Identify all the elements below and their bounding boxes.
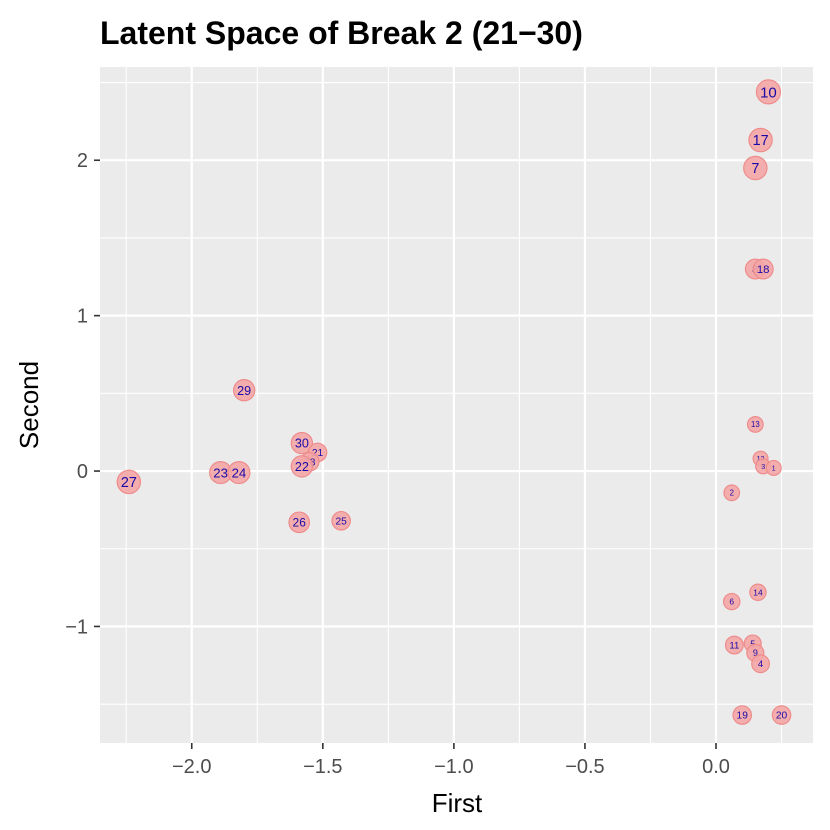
data-point-label: 30 <box>295 437 309 451</box>
data-point-label: 22 <box>295 460 309 474</box>
data-point <box>227 461 251 485</box>
y-tick-label: 1 <box>77 306 88 328</box>
x-tick-label: −2.0 <box>172 756 211 778</box>
data-point <box>748 127 773 153</box>
data-point-label: 18 <box>757 264 770 276</box>
data-point-label: 21 <box>312 448 324 459</box>
data-point <box>732 705 753 725</box>
data-point-label: 1 <box>772 464 776 473</box>
data-point-label: 5 <box>750 639 755 649</box>
data-point-label: 26 <box>293 516 307 530</box>
data-point-label: 9 <box>753 648 758 658</box>
data-point-label: 25 <box>335 516 347 527</box>
data-point-label: 17 <box>753 133 769 149</box>
x-tick-label: −1.0 <box>434 756 473 778</box>
data-point-label: 6 <box>729 597 734 607</box>
x-tick-label: 0.0 <box>702 756 730 778</box>
data-point-label: 10 <box>760 84 777 101</box>
data-point-label: 2 <box>730 489 734 498</box>
data-point <box>752 258 774 280</box>
grid-major <box>100 67 813 743</box>
data-point-label: 20 <box>776 711 788 722</box>
data-point-label: 4 <box>758 659 764 670</box>
y-axis-title: Second <box>14 361 44 449</box>
plot-panel <box>100 67 813 743</box>
data-point <box>746 416 764 433</box>
data-point-label: 3 <box>761 462 765 471</box>
data-point-label: 11 <box>729 641 739 652</box>
x-tick-label: −0.5 <box>565 756 604 778</box>
data-point <box>749 583 767 602</box>
grid-minor <box>100 67 813 743</box>
x-axis-title: First <box>432 788 483 818</box>
data-points: 1017781829302128222723242625131231214611… <box>116 79 792 725</box>
data-point <box>722 592 741 611</box>
data-point-label: 24 <box>232 465 247 480</box>
data-point-label: 27 <box>121 475 137 491</box>
data-point-label: 29 <box>237 384 251 398</box>
data-point-label: 13 <box>751 420 760 429</box>
data-point-label: 12 <box>757 454 765 463</box>
data-point <box>755 79 782 105</box>
data-point <box>723 484 741 502</box>
data-point <box>290 431 314 455</box>
data-point <box>765 459 782 476</box>
data-point <box>288 511 311 534</box>
data-point <box>116 469 142 495</box>
data-point-label: 23 <box>213 465 228 480</box>
y-axis-ticks: −1 0 1 2 <box>65 150 100 638</box>
data-point <box>771 705 792 725</box>
data-point <box>290 455 314 478</box>
x-axis-ticks: −2.0 −1.5 −1.0 −0.5 0.0 <box>172 743 730 778</box>
x-tick-label: −1.5 <box>303 756 342 778</box>
data-point <box>232 379 256 402</box>
chart-title: Latent Space of Break 2 (21−30) <box>100 15 583 51</box>
data-point <box>724 635 744 655</box>
y-tick-label: 2 <box>77 150 88 172</box>
y-tick-label: 0 <box>77 461 88 483</box>
data-point-label: 19 <box>737 711 749 722</box>
data-point-label: 14 <box>753 587 763 597</box>
data-point <box>751 654 771 674</box>
data-point <box>331 510 351 531</box>
y-tick-label: −1 <box>65 616 88 638</box>
data-point <box>743 155 768 181</box>
data-point-label: 7 <box>751 161 759 177</box>
